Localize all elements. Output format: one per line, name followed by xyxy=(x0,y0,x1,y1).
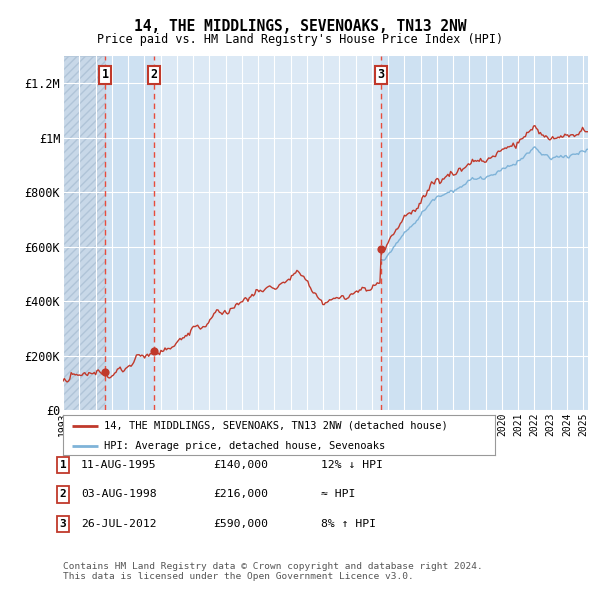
Text: Contains HM Land Registry data © Crown copyright and database right 2024.
This d: Contains HM Land Registry data © Crown c… xyxy=(63,562,483,581)
Text: £216,000: £216,000 xyxy=(213,490,268,499)
Point xyxy=(376,245,386,254)
Text: HPI: Average price, detached house, Sevenoaks: HPI: Average price, detached house, Seve… xyxy=(104,441,385,451)
Text: 26-JUL-2012: 26-JUL-2012 xyxy=(81,519,157,529)
Text: 11-AUG-1995: 11-AUG-1995 xyxy=(81,460,157,470)
Text: 3: 3 xyxy=(59,519,67,529)
Bar xyxy=(63,56,105,410)
Text: 2: 2 xyxy=(151,68,158,81)
Text: 3: 3 xyxy=(377,68,385,81)
Text: 2: 2 xyxy=(59,490,67,499)
Text: 03-AUG-1998: 03-AUG-1998 xyxy=(81,490,157,499)
Text: 1: 1 xyxy=(59,460,67,470)
Bar xyxy=(381,56,588,410)
Text: 14, THE MIDDLINGS, SEVENOAKS, TN13 2NW (detached house): 14, THE MIDDLINGS, SEVENOAKS, TN13 2NW (… xyxy=(104,421,448,431)
Point xyxy=(149,346,159,356)
Text: Price paid vs. HM Land Registry's House Price Index (HPI): Price paid vs. HM Land Registry's House … xyxy=(97,33,503,46)
Text: 12% ↓ HPI: 12% ↓ HPI xyxy=(321,460,383,470)
Bar xyxy=(105,56,154,410)
Text: £590,000: £590,000 xyxy=(213,519,268,529)
Text: ≈ HPI: ≈ HPI xyxy=(321,490,355,499)
Bar xyxy=(63,56,105,410)
Text: 1: 1 xyxy=(101,68,109,81)
Text: 14, THE MIDDLINGS, SEVENOAKS, TN13 2NW: 14, THE MIDDLINGS, SEVENOAKS, TN13 2NW xyxy=(134,19,466,34)
Text: £140,000: £140,000 xyxy=(213,460,268,470)
Text: 8% ↑ HPI: 8% ↑ HPI xyxy=(321,519,376,529)
Point xyxy=(100,367,110,376)
